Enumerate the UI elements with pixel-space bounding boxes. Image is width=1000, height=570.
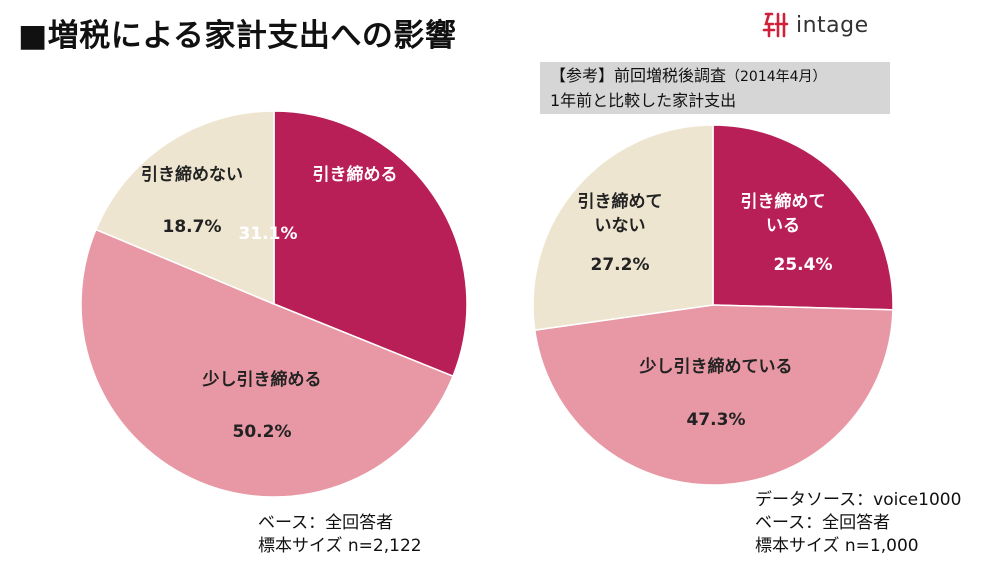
right-pie-slice-0 <box>712 124 894 311</box>
left-slice-value-0: 31.1% <box>239 224 298 244</box>
left-pie-slice-2 <box>94 110 275 306</box>
intage-logo-mark <box>762 12 789 38</box>
reference-line-2: 1年前と比較した家計支出 <box>550 91 737 110</box>
right-footnote-line: 標本サイズ n=1,000 <box>755 536 919 556</box>
left-pie-slice-1 <box>80 228 454 498</box>
left-chart-footnotes: ベース：全回答者標本サイズ n=2,122 <box>258 512 422 558</box>
left-slice-label-1: 少し引き締める <box>202 369 322 390</box>
right-pie-slice-2 <box>532 124 714 331</box>
left-slice-label-0: 引き締める <box>313 164 398 185</box>
right-slice-value-2: 27.2% <box>591 255 650 275</box>
right-slice-label-1: 少し引き締めている <box>639 356 793 377</box>
right-slice-label-2: 引き締めていない <box>578 191 663 236</box>
logo-wordmark: intage <box>796 12 869 38</box>
left-slice-value-1: 50.2% <box>233 422 292 442</box>
reference-line-1: 【参考】前回増税後調査（2014年4月） <box>550 64 880 89</box>
intage-logo: intage <box>760 8 869 42</box>
reference-date: （2014年4月） <box>726 69 827 85</box>
right-pie-slice-1 <box>533 304 894 486</box>
left-footnote-line: 標本サイズ n=2,122 <box>258 536 422 556</box>
right-slice-label-0: 引き締めている <box>741 191 826 236</box>
reference-note-box: 【参考】前回増税後調査（2014年4月） 1年前と比較した家計支出 <box>540 62 890 114</box>
reference-heading: 【参考】前回増税後調査 <box>550 66 727 85</box>
right-slice-value-0: 25.4% <box>774 255 833 275</box>
left-slice-label-2: 引き締めない <box>141 164 243 185</box>
right-footnote-line: データソース：voice1000 <box>755 490 962 510</box>
right-footnote-line: ベース：全回答者 <box>755 513 891 533</box>
left-slice-value-2: 18.7% <box>163 217 222 237</box>
right-chart-footnotes: データソース：voice1000 ベース：全回答者標本サイズ n=1,000 <box>755 489 961 558</box>
left-footnote-line: ベース：全回答者 <box>258 513 394 533</box>
left-pie-slice-0 <box>273 110 468 378</box>
page-title: ■増税による家計支出への影響 <box>18 18 457 54</box>
right-slice-value-1: 47.3% <box>687 410 746 430</box>
